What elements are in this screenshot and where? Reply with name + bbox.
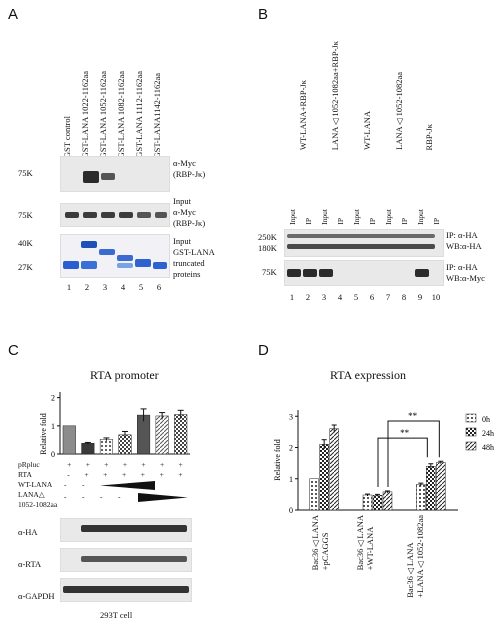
treatment-row-labels: pRpluc RTA WT-LANA LANA△ 1052-1082aa bbox=[18, 460, 58, 509]
lane-label: GST-LANA1142-1162aa bbox=[152, 72, 162, 158]
blot-label: Input GST-LANA truncated proteins bbox=[173, 236, 215, 279]
chart-title: RTA expression bbox=[330, 368, 406, 382]
row-RTA: - + + + + + + bbox=[67, 470, 183, 479]
bar bbox=[372, 495, 383, 511]
legend-swatch bbox=[465, 427, 477, 437]
western-blot-myc bbox=[60, 156, 170, 192]
bar bbox=[362, 494, 373, 511]
chart-c-svg: 0 1 2 Relative fold bbox=[39, 392, 190, 459]
group-label: WT-LANA bbox=[362, 111, 372, 150]
panel-d-label: D bbox=[258, 342, 269, 359]
lane-label: GST-LANA 1112-1162aa bbox=[134, 71, 144, 158]
blot-label: α-Myc (RBP-Jκ) bbox=[173, 158, 206, 179]
mw-marker: 40K bbox=[18, 238, 33, 248]
chart-d-svg: 0 1 2 3 Relative fold ** ** 0h 24h 48h bbox=[273, 410, 494, 515]
category-label: Bac36△LANA +WT-LANA bbox=[355, 515, 375, 571]
western-blot-input-myc bbox=[60, 203, 170, 227]
bar bbox=[329, 428, 339, 511]
group-label: RBP-Jκ bbox=[424, 123, 434, 151]
cell-line-label: 293T cell bbox=[100, 610, 133, 620]
bar bbox=[81, 443, 95, 455]
coomassie-gel bbox=[60, 234, 170, 278]
wt-lana-gradient-wedge bbox=[100, 481, 155, 490]
y-tick-label: 1 bbox=[51, 422, 55, 431]
blot-labels-c: α-HA α-RTA α-GAPDH bbox=[18, 527, 55, 601]
y-tick-label: 1 bbox=[289, 475, 293, 484]
legend-swatch bbox=[465, 441, 477, 451]
row-pRpluc: + + + + + + + bbox=[67, 460, 183, 469]
bar bbox=[62, 425, 76, 455]
chart-d-category-labels: Bac36△LANA +pCAGGS Bac36△LANA +WT-LANA Bac… bbox=[300, 515, 460, 615]
legend-label: 48h bbox=[482, 443, 494, 452]
bar bbox=[155, 415, 169, 455]
chart-title: RTA promoter bbox=[90, 368, 159, 382]
blot-label: IP: α-HA WB:α-Myc bbox=[446, 262, 485, 283]
western-blot-gapdh bbox=[60, 578, 192, 602]
western-blot-ha-c bbox=[60, 518, 192, 542]
blot-label: Input α-Myc (RBP-Jκ) bbox=[173, 196, 206, 228]
mw-marker: 75K bbox=[262, 267, 277, 277]
lane-label: GST-LANA 1022-1162aa bbox=[80, 70, 90, 158]
lana-delta-gradient-wedge bbox=[138, 493, 188, 502]
significance-mark: ** bbox=[408, 411, 418, 421]
significance-bracket bbox=[387, 420, 440, 487]
mw-marker: 75K bbox=[18, 210, 33, 220]
category-label: Bac36△LANA +pCAGGS bbox=[310, 515, 330, 571]
panel-b-lane-types: Input IP Input IP Input IP Input IP Inpu… bbox=[288, 209, 441, 225]
western-blot-myc-b bbox=[284, 260, 444, 286]
y-tick-label: 2 bbox=[51, 394, 55, 403]
bar bbox=[426, 466, 436, 511]
y-tick-label: 0 bbox=[289, 506, 293, 515]
mw-marker: 27K bbox=[18, 262, 33, 272]
mw-markers: 250K 180K bbox=[258, 232, 277, 253]
western-blot-rta bbox=[60, 548, 192, 572]
bar bbox=[416, 484, 426, 511]
category-label: Bac36△LANA +LANA△1052-1082aa bbox=[405, 515, 425, 598]
bar bbox=[309, 478, 319, 511]
significance-bracket bbox=[377, 437, 428, 487]
legend-label: 0h bbox=[482, 415, 490, 424]
panel-b-label: B bbox=[258, 6, 269, 23]
y-tick-label: 2 bbox=[289, 444, 293, 453]
y-axis-label: Relative fold bbox=[39, 413, 48, 455]
bar bbox=[174, 414, 188, 455]
bar bbox=[99, 439, 113, 455]
lane-label: GST-LANA 1052-1162aa bbox=[98, 70, 108, 158]
mw-marker: 75K bbox=[18, 168, 33, 178]
y-axis-label: Relative fold bbox=[273, 439, 282, 481]
treatment-signs: + + + + + + + - + + + + + + - - - - - - bbox=[60, 460, 190, 502]
legend-label: 24h bbox=[482, 429, 494, 438]
bar bbox=[319, 444, 329, 511]
panel-a-label: A bbox=[8, 6, 19, 23]
legend-swatch bbox=[465, 413, 477, 423]
lane-numbers: 1 2 3 4 5 6 7 8 9 10 bbox=[289, 292, 441, 302]
panel-a-lane-headers: GST control GST-LANA 1022-1162aa GST-LAN… bbox=[50, 18, 190, 158]
group-label: LANA△1052-1082aa+RBP-Jκ bbox=[330, 40, 340, 150]
lane-label: GST-LANA 1082-1162aa bbox=[116, 70, 126, 158]
blot-label: IP: α-HA WB:α-HA bbox=[446, 230, 482, 251]
panel-c-label: C bbox=[8, 342, 19, 359]
bar bbox=[382, 491, 393, 511]
y-tick-label: 3 bbox=[289, 412, 293, 421]
bar bbox=[436, 462, 446, 511]
significance-mark: ** bbox=[400, 428, 410, 438]
group-label: LANA△1052-1082aa bbox=[394, 72, 404, 150]
western-blot-ha bbox=[284, 229, 444, 257]
lane-label: GST control bbox=[62, 115, 72, 158]
y-tick-label: 0 bbox=[51, 450, 55, 459]
group-label: WT-LANA+RBP-Jκ bbox=[298, 79, 308, 150]
panel-b-group-headers: WT-LANA+RBP-Jκ LANA△1052-1082aa+RBP-Jκ W… bbox=[290, 30, 450, 150]
